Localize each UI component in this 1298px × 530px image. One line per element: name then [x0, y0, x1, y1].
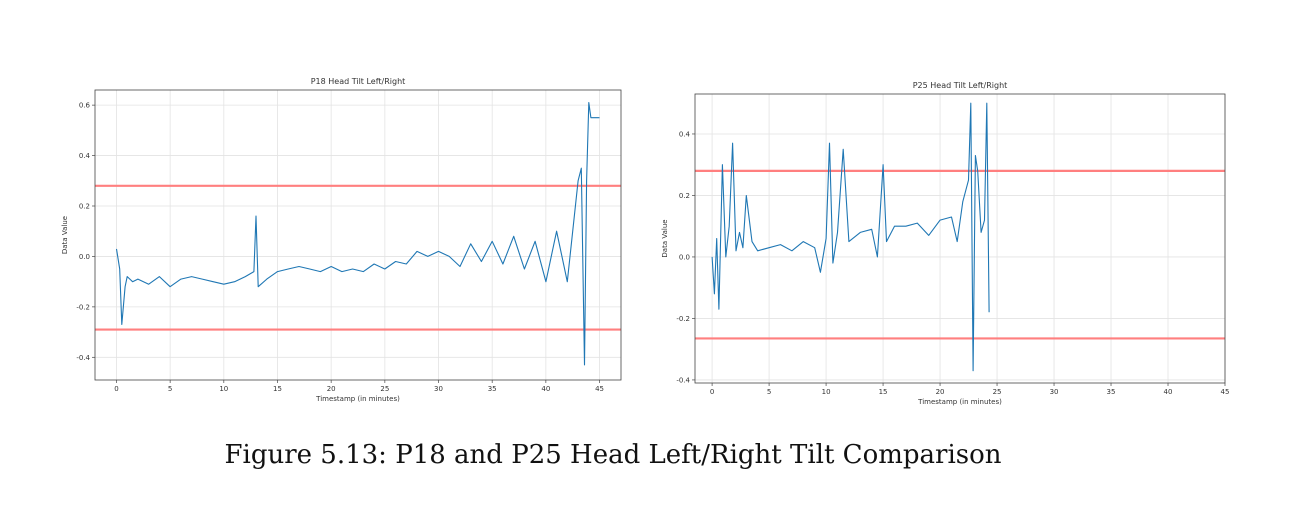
chart-1-series-line-0: [711, 102, 990, 372]
chart-0-xtick-label-4: 20: [327, 385, 336, 393]
chart-1-xtick-label-3: 15: [879, 388, 888, 396]
chart-0-ytick-label-2: 0.0: [79, 253, 90, 261]
chart-0-xtick-label-9: 45: [595, 385, 604, 393]
chart-0-xtick-label-7: 35: [488, 385, 497, 393]
chart-0-xlabel: Timestamp (in minutes): [315, 395, 400, 403]
chart-1-xtick-label-6: 30: [1050, 388, 1059, 396]
chart-0-xtick-label-2: 10: [219, 385, 228, 393]
chart-1-plot-frame: [694, 93, 1226, 384]
chart-0-plot-frame: [94, 89, 622, 381]
chart-0-xtick-label-1: 5: [168, 385, 172, 393]
chart-1-xtick-label-8: 40: [1164, 388, 1173, 396]
chart-0-ytick-label-4: 0.4: [79, 152, 91, 160]
chart-1-xtick-label-5: 25: [993, 388, 1002, 396]
chart-p18-svg: 0 5 10 15 20 25 30 35 40 45 -0.4 -0.2 0.0 0.2 0.4 0.6 P1…: [61, 77, 622, 403]
chart-1-ytick-label-2: 0.0: [679, 253, 690, 261]
chart-1-title: P25 Head Tilt Left/Right: [913, 81, 1008, 90]
chart-1-ytick-label-4: 0.4: [679, 130, 691, 138]
chart-0-xtick-label-0: 0: [114, 385, 118, 393]
chart-0-title: P18 Head Tilt Left/Right: [311, 77, 406, 86]
chart-1-xtick-label-7: 35: [1107, 388, 1116, 396]
chart-1-xtick-label-9: 45: [1221, 388, 1230, 396]
chart-1-xtick-label-1: 5: [767, 388, 771, 396]
chart-0-ylabel: Data Value: [61, 216, 69, 254]
chart-p25-svg: 0 5 10 15 20 25 30 35 40 45 -0.4 -0.2 0.0 0.2 0.4 P25 H…: [661, 81, 1230, 406]
chart-p25: 0 5 10 15 20 25 30 35 40 45 -0.4 -0.2 0.0 0.2 0.4 P25 H…: [655, 80, 1235, 410]
chart-1-ylabel: Data Value: [661, 219, 669, 257]
chart-0-ytick-label-3: 0.2: [79, 203, 90, 211]
chart-1-ytick-label-3: 0.2: [679, 192, 690, 200]
chart-p18: 0 5 10 15 20 25 30 35 40 45 -0.4 -0.2 0.0 0.2 0.4 0.6 P1…: [55, 77, 630, 403]
chart-1-xtick-label-2: 10: [822, 388, 831, 396]
chart-0-ytick-label-5: 0.6: [79, 102, 91, 110]
chart-0-ytick-label-0: -0.4: [76, 354, 90, 362]
chart-1-xtick-label-0: 0: [710, 388, 714, 396]
chart-0-xtick-label-6: 30: [434, 385, 443, 393]
chart-0-xtick-label-3: 15: [273, 385, 282, 393]
chart-0-xtick-label-5: 25: [380, 385, 389, 393]
chart-1-xtick-label-4: 20: [936, 388, 945, 396]
chart-0-xtick-label-8: 40: [541, 385, 550, 393]
figure-caption: Figure 5.13: P18 and P25 Head Left/Right…: [224, 440, 1002, 470]
chart-0-ytick-label-1: -0.2: [76, 303, 90, 311]
chart-1-ytick-label-0: -0.4: [676, 376, 690, 384]
chart-0-series-line-0: [115, 102, 600, 366]
chart-1-xlabel: Timestamp (in minutes): [917, 398, 1002, 406]
chart-1-ytick-label-1: -0.2: [676, 315, 690, 323]
